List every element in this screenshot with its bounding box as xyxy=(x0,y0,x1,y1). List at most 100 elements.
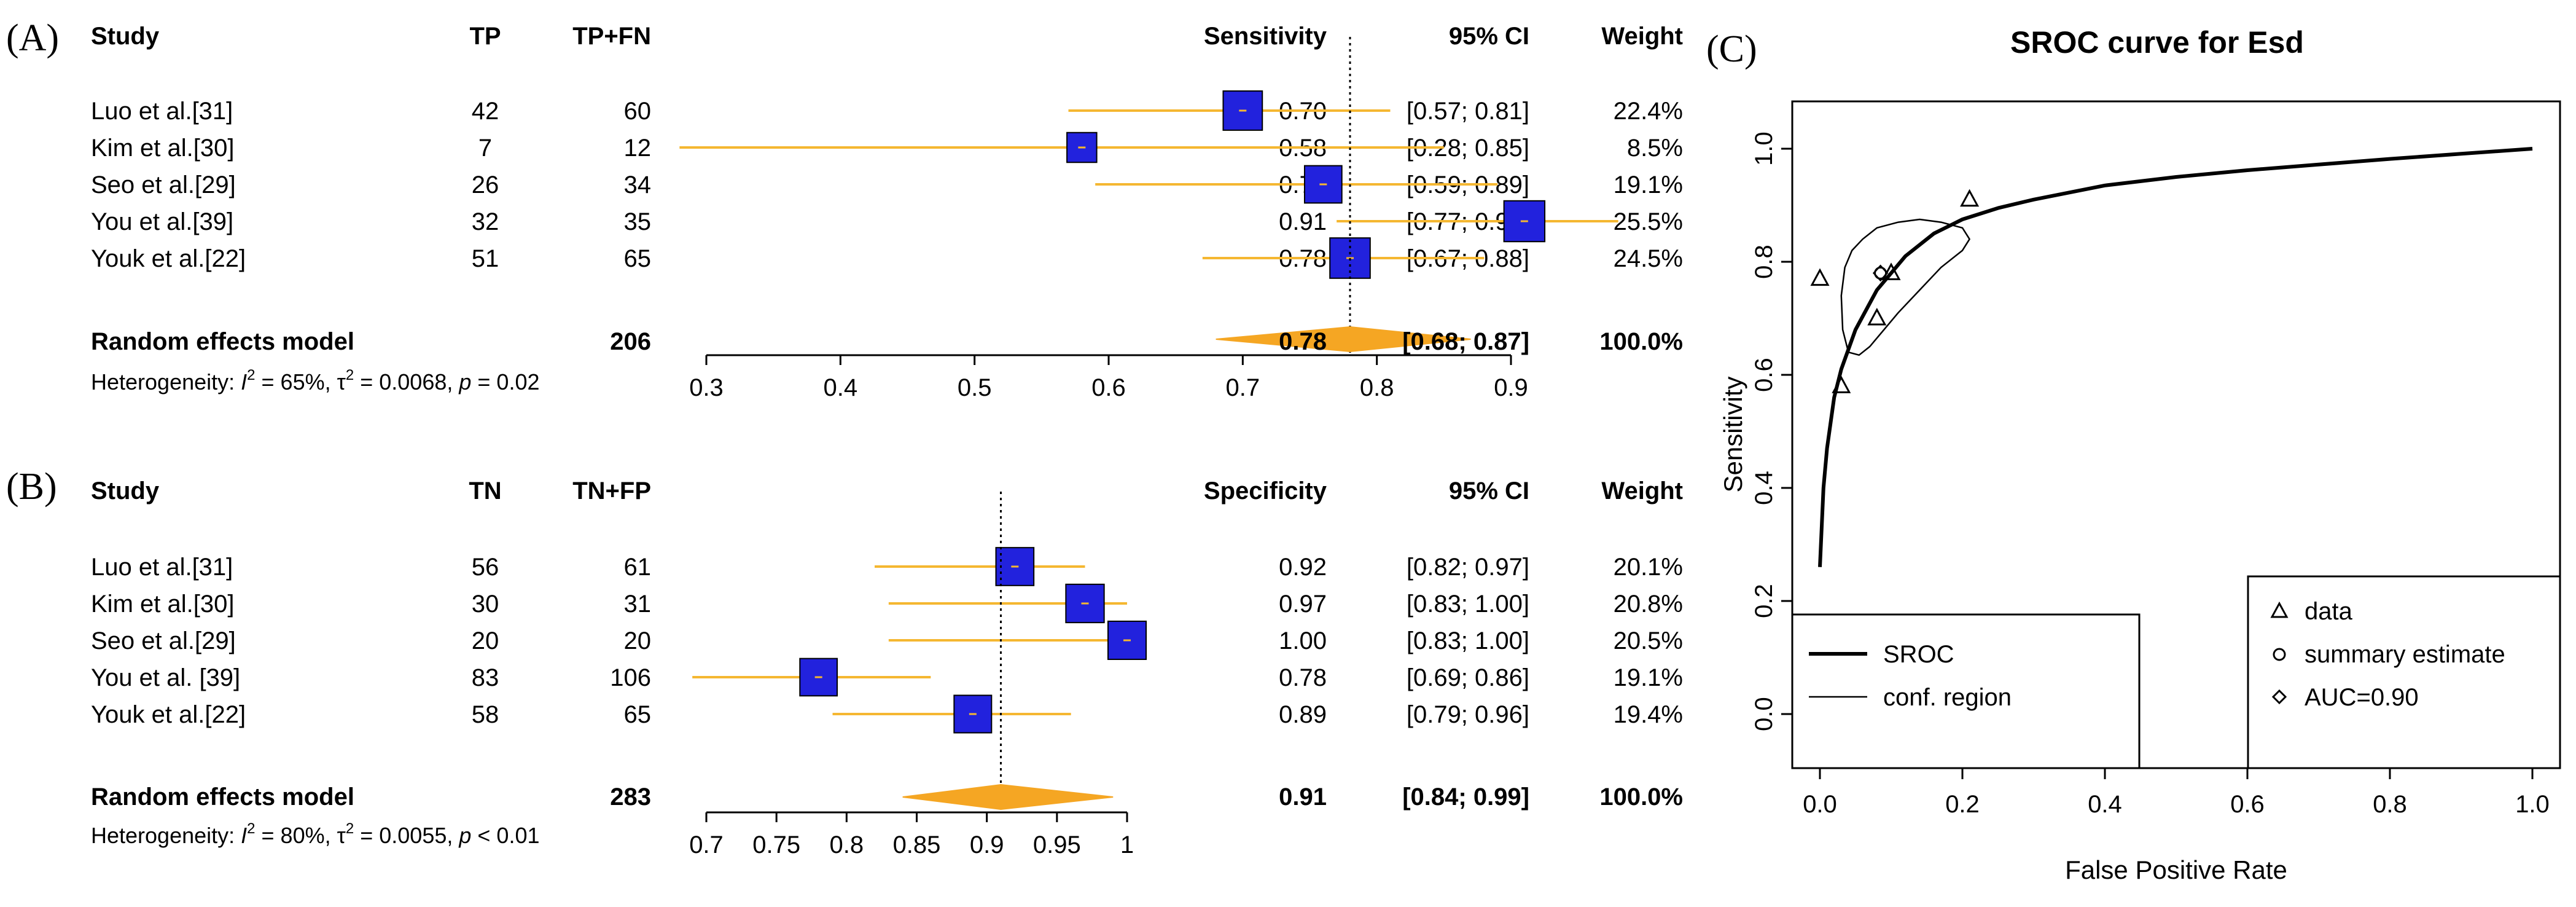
study-total: 12 xyxy=(624,135,652,162)
study-ci: [0.83; 1.00] xyxy=(1407,627,1529,654)
study-name: You et al.[39] xyxy=(91,208,233,235)
x-tick-label: 0.6 xyxy=(2230,791,2265,818)
sroc-curves xyxy=(1818,147,2533,567)
y-tick-label: 0.4 xyxy=(1751,471,1778,505)
study-name: Luo et al.[31] xyxy=(91,554,233,581)
x-tick-label: 0.7 xyxy=(1226,374,1260,401)
x-tick-label: 0.9 xyxy=(1494,374,1528,401)
x-tick-label: 0.8 xyxy=(1360,374,1394,401)
legend-right-box xyxy=(2247,575,2561,769)
circle-icon xyxy=(2273,648,2286,661)
data-point-triangle xyxy=(1832,375,1851,393)
x-tick-label: 0.2 xyxy=(1945,791,1980,818)
legend-left-box xyxy=(1791,613,2141,769)
panel-label-b: (B) xyxy=(6,466,57,508)
study-name: Kim et al.[30] xyxy=(91,135,234,162)
header-study: Study xyxy=(91,23,160,50)
legend-left: SROC conf. region xyxy=(1791,613,2141,769)
study-name: Seo et al.[29] xyxy=(91,171,236,198)
diamond-icon xyxy=(2271,689,2287,705)
study-name: Kim et al.[30] xyxy=(91,591,234,618)
panel-label-a: (A) xyxy=(6,17,59,59)
study-ci: [0.82; 0.97] xyxy=(1407,554,1529,581)
study-total: 20 xyxy=(624,627,652,654)
x-tick-label: 0.4 xyxy=(824,374,858,401)
study-name: Seo et al.[29] xyxy=(91,627,236,654)
study-ci: [0.79; 0.96] xyxy=(1407,701,1529,728)
study-count: 26 xyxy=(472,171,499,198)
x-tick-label: 0.8 xyxy=(2373,791,2407,818)
summary-label-b: Random effects model xyxy=(91,783,354,811)
study-count: 30 xyxy=(472,591,499,618)
study-weight: 19.4% xyxy=(1614,701,1683,728)
study-count: 58 xyxy=(472,701,499,728)
legend-sroc: SROC xyxy=(1883,641,1954,668)
study-name: You et al. [39] xyxy=(91,664,240,691)
plot-frame xyxy=(1791,100,2561,769)
study-total: 31 xyxy=(624,591,652,618)
header-estimate: Sensitivity xyxy=(1204,23,1327,50)
study-estimate: 0.89 xyxy=(1279,701,1327,728)
study-count: 32 xyxy=(472,208,499,235)
study-total: 60 xyxy=(624,98,652,125)
confidence-region xyxy=(1840,218,1970,356)
header-estimate: Specificity xyxy=(1204,477,1327,505)
study-count: 51 xyxy=(472,245,499,272)
study-rows-b: Luo et al.[31] 56 61 0.92 [0.82; 0.97] 20.1% K… xyxy=(91,554,1683,728)
study-weight: 20.1% xyxy=(1614,554,1683,581)
heterogeneity-a: Heterogeneity: I2 = 65%, τ2 = 0.0068, p … xyxy=(91,367,539,395)
heterogeneity-b: Heterogeneity: I2 = 80%, τ2 = 0.0055, p … xyxy=(91,820,539,848)
summary-weight-a: 100.0% xyxy=(1599,328,1683,355)
x-tick-label: 0.3 xyxy=(689,374,724,401)
summary-total-a: 206 xyxy=(610,328,651,355)
x-tick-label: 0.6 xyxy=(1091,374,1126,401)
study-weight: 20.5% xyxy=(1614,627,1683,654)
header-total: TN+FP xyxy=(572,477,651,505)
x-tick-label: 0.75 xyxy=(752,831,800,858)
summary-diamond xyxy=(1216,326,1471,353)
x-tick-label: 0.4 xyxy=(2088,791,2122,818)
x-tick-label: 0.0 xyxy=(1803,791,1837,818)
study-weight: 25.5% xyxy=(1614,208,1683,235)
x-tick-label: 0.5 xyxy=(958,374,992,401)
header-count: TN xyxy=(469,477,501,505)
study-count: 7 xyxy=(478,135,492,162)
y-tick-label: 0.0 xyxy=(1751,697,1778,731)
y-tick-label: 1.0 xyxy=(1751,132,1778,166)
study-weight: 8.5% xyxy=(1627,135,1683,162)
summary-estimate-b: 0.91 xyxy=(1279,783,1327,811)
forest-marks-b: 0.7 0.75 0.8 0.85 0.9 0.95 1 xyxy=(689,492,1147,858)
summary-diamond xyxy=(902,783,1114,811)
study-estimate: 0.91 xyxy=(1279,208,1327,235)
study-count: 20 xyxy=(472,627,499,654)
header-count: TP xyxy=(469,23,501,50)
data-point-triangle xyxy=(1960,189,1980,207)
y-tick-label: 0.6 xyxy=(1751,358,1778,392)
x-tick-label: 0.95 xyxy=(1033,831,1081,858)
study-count: 83 xyxy=(472,664,499,691)
x-tick-label: 0.85 xyxy=(893,831,941,858)
header-weight: Weight xyxy=(1601,477,1683,505)
x-axis-label: False Positive Rate xyxy=(2065,855,2287,884)
header-total: TP+FN xyxy=(572,23,651,50)
header-weight: Weight xyxy=(1601,23,1683,50)
x-tick-label: 1 xyxy=(1120,831,1134,858)
y-tick-label: 0.8 xyxy=(1751,245,1778,279)
header-study: Study xyxy=(91,477,160,505)
legend-right: data summary estimate AUC=0.90 xyxy=(2247,575,2561,769)
header-ci: 95% CI xyxy=(1449,23,1529,50)
study-weight: 20.8% xyxy=(1614,591,1683,618)
y-axis-label: Sensitivity xyxy=(1719,376,1747,492)
x-tick-label: 0.9 xyxy=(970,831,1004,858)
x-tick-label: 0.8 xyxy=(830,831,864,858)
data-point-triangle xyxy=(1867,307,1887,326)
study-total: 106 xyxy=(610,664,651,691)
study-name: Luo et al.[31] xyxy=(91,98,233,125)
study-estimate: 0.92 xyxy=(1279,554,1327,581)
triangle-icon xyxy=(2270,601,2289,618)
study-weight: 19.1% xyxy=(1614,171,1683,198)
study-weight: 22.4% xyxy=(1614,98,1683,125)
summary-label-a: Random effects model xyxy=(91,328,354,355)
